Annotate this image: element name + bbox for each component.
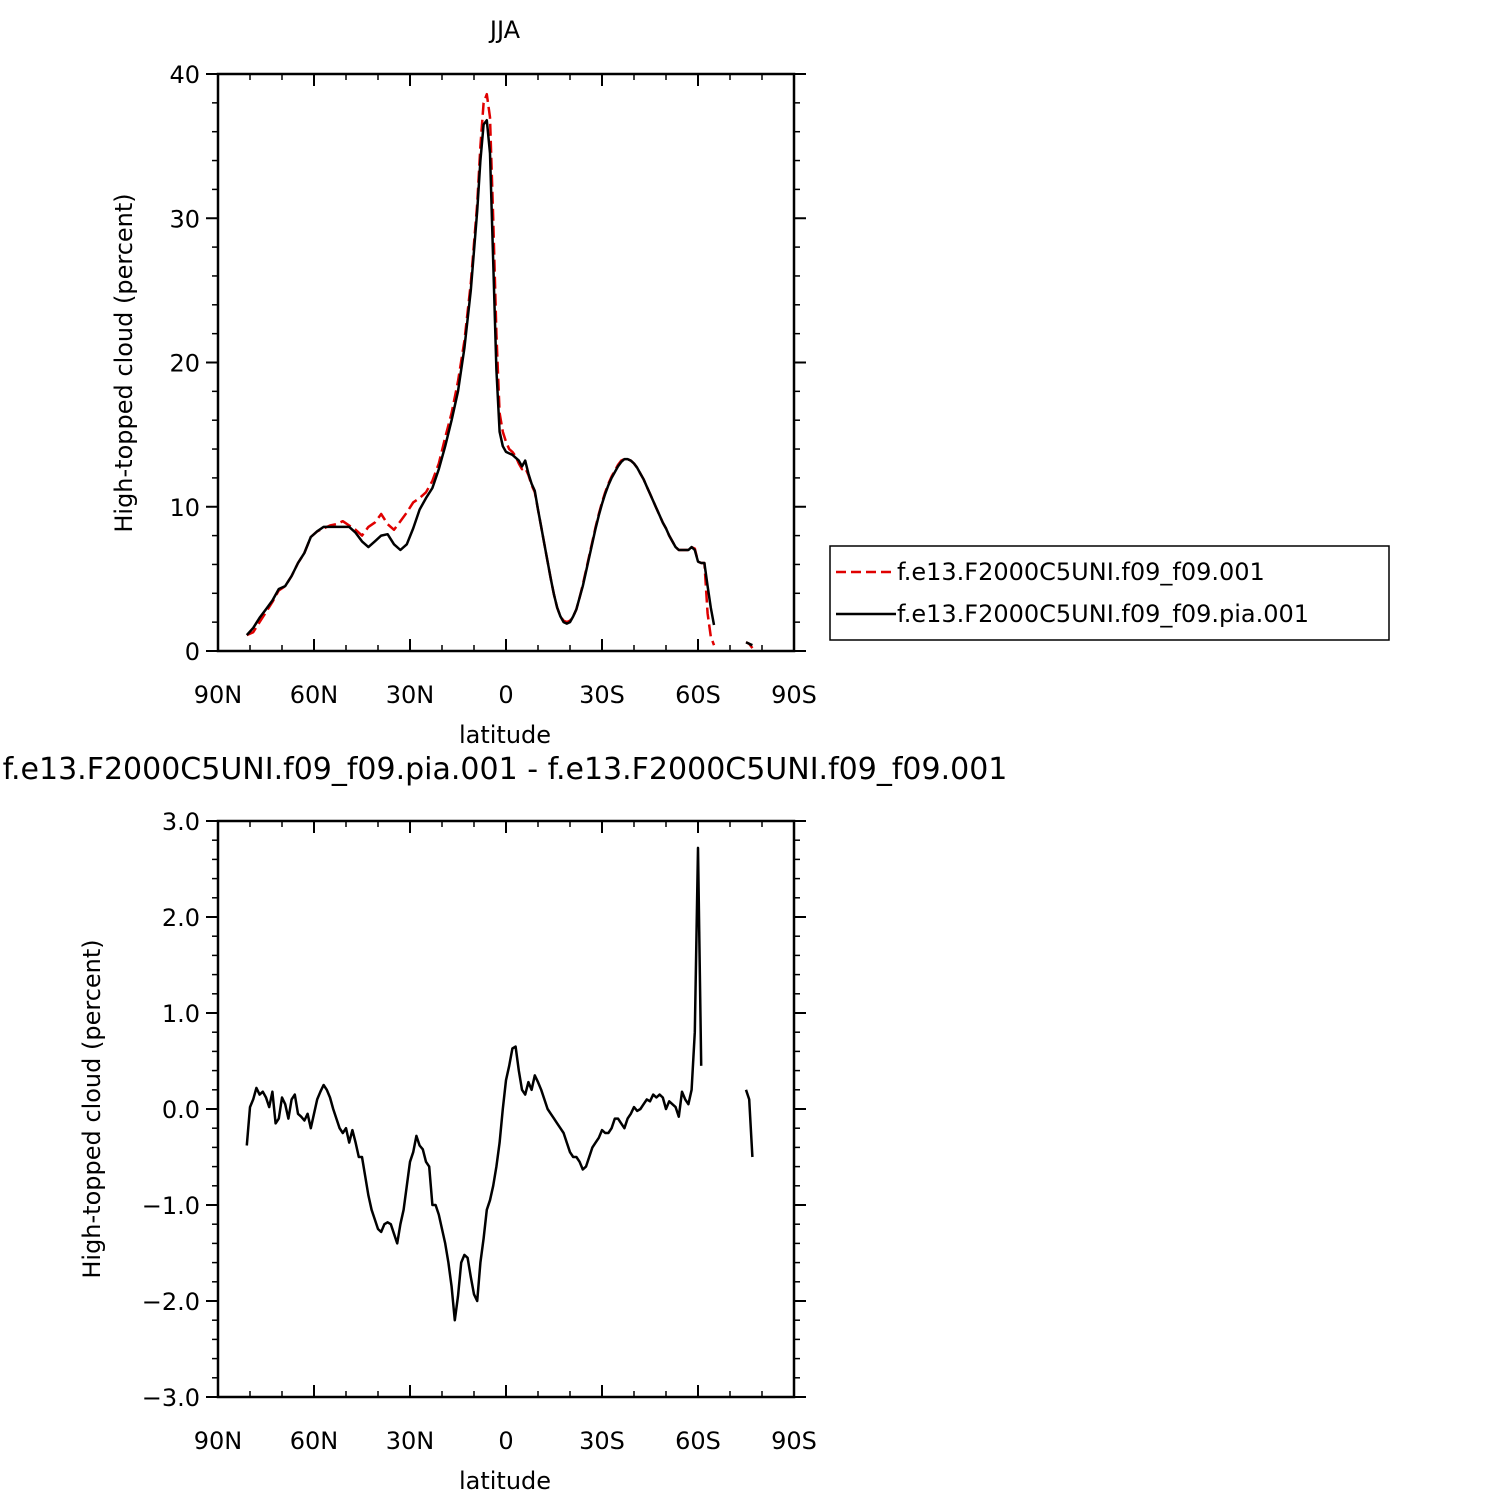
top-chart-series-1-line (245, 118, 716, 636)
legend-label-control: f.e13.F2000C5UNI.f09_f09.001 (897, 558, 1265, 586)
top-chart-ylabel: High-topped cloud (percent) (110, 193, 138, 532)
top-chart-ytick-label: 30 (169, 205, 200, 233)
bottom-chart-xtick-label: 90S (771, 1427, 817, 1455)
bottom-chart-ytick-label: −2.0 (142, 1288, 200, 1316)
top-chart-title: JJA (488, 16, 521, 44)
bottom-chart-xtick-label: 30S (579, 1427, 625, 1455)
top-chart-xtick-label: 90S (771, 681, 817, 709)
top-chart-xlabel: latitude (459, 721, 551, 749)
top-chart-xtick-label: 60S (675, 681, 721, 709)
top-chart-plot: 90N 60N 30N 0 30S 60S 90S 0 10 20 30 40 (169, 61, 816, 709)
bottom-chart-ytick-label: 3.0 (162, 808, 200, 836)
top-chart-xtick-label: 0 (498, 681, 513, 709)
top-chart-xtick-label: 30N (386, 681, 435, 709)
top-chart-ytick-label: 0 (185, 638, 200, 666)
top-chart-ytick-label: 40 (169, 61, 200, 89)
bottom-chart-xtick-label: 30N (386, 1427, 435, 1455)
bottom-chart-xtick-label: 60S (675, 1427, 721, 1455)
bottom-chart-plot: 90N 60N 30N 0 30S 60S 90S −3.0 −2.0 −1.0 0.0 1.0 2.0… (142, 808, 817, 1455)
top-chart-ytick-label: 10 (169, 494, 200, 522)
bottom-chart-xtick-label: 0 (498, 1427, 513, 1455)
bottom-chart-xlabel: latitude (459, 1467, 551, 1495)
top-chart-ytick-label: 20 (169, 350, 200, 378)
top-chart-series-1-line (745, 641, 753, 647)
bottom-chart-series-0-line (744, 1089, 754, 1158)
bottom-chart-ylabel: High-topped cloud (percent) (78, 939, 106, 1278)
bottom-chart-xtick-label: 90N (194, 1427, 243, 1455)
legend-label-pia: f.e13.F2000C5UNI.f09_f09.pia.001 (897, 600, 1309, 628)
legend-box (829, 545, 1390, 641)
top-chart-xtick-label: 60N (290, 681, 339, 709)
bottom-chart-title: f.e13.F2000C5UNI.f09_f09.pia.001 - f.e13… (3, 752, 1008, 787)
bottom-chart-ytick-label: 2.0 (162, 904, 200, 932)
bottom-chart-frame (216, 819, 796, 1399)
bottom-chart-series-0-line (245, 846, 703, 1322)
top-chart-xtick-label: 30S (579, 681, 625, 709)
bottom-chart-ytick-label: 1.0 (162, 1000, 200, 1028)
top-chart-xtick-label: 90N (194, 681, 243, 709)
legend: f.e13.F2000C5UNI.f09_f09.001 f.e13.F2000… (829, 545, 1390, 641)
bottom-chart-ytick-label: −1.0 (142, 1192, 200, 1220)
bottom-chart-xtick-label: 60N (290, 1427, 339, 1455)
top-chart-frame (216, 72, 796, 653)
bottom-chart-ytick-label: 0.0 (162, 1096, 200, 1124)
bottom-chart-ytick-label: −3.0 (142, 1384, 200, 1412)
